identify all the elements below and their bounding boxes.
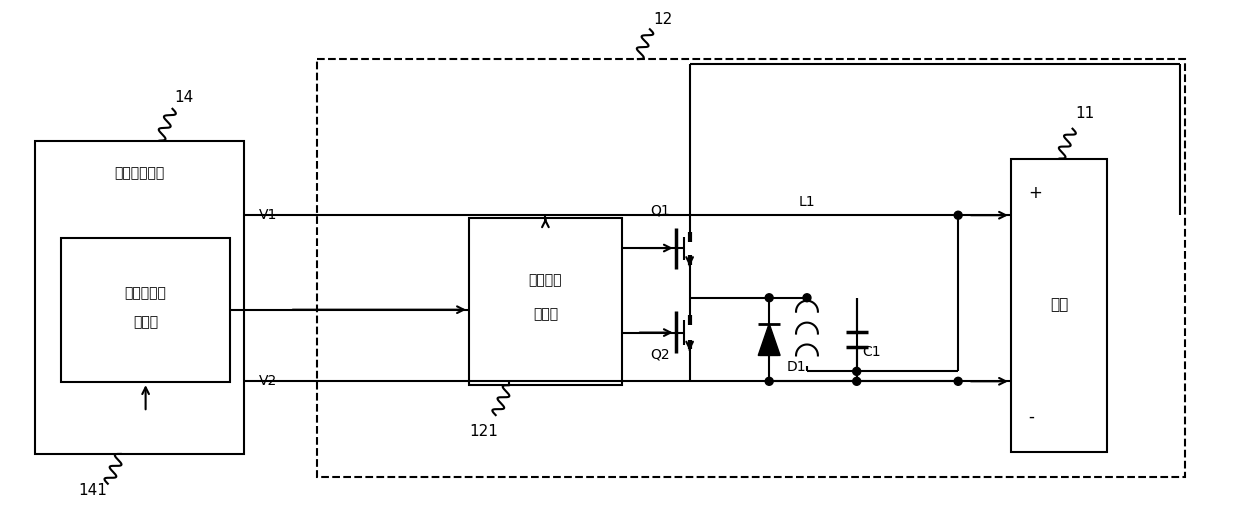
Text: D1: D1 [786, 360, 806, 374]
Circle shape [954, 211, 962, 219]
Text: 141: 141 [78, 483, 108, 498]
Bar [35, 141, 244, 454]
Text: V2: V2 [259, 374, 278, 388]
Text: Q2: Q2 [650, 347, 670, 362]
Circle shape [853, 367, 861, 375]
Circle shape [804, 294, 811, 302]
Text: 制芯片: 制芯片 [533, 308, 558, 322]
Circle shape [765, 294, 774, 302]
Circle shape [853, 377, 861, 385]
Text: 电芯: 电芯 [1050, 297, 1069, 312]
Text: V1: V1 [259, 208, 278, 222]
Circle shape [954, 377, 962, 385]
Text: C1: C1 [862, 345, 880, 360]
Text: 电池管理装置: 电池管理装置 [114, 167, 165, 180]
Text: 12: 12 [653, 12, 672, 27]
Text: 充电电流检: 充电电流检 [125, 286, 166, 300]
Bar [316, 59, 1185, 477]
Bar [61, 238, 231, 383]
Text: 121: 121 [469, 424, 498, 438]
Text: 开关管控: 开关管控 [528, 273, 562, 287]
Text: +: + [1028, 184, 1042, 202]
Text: Q1: Q1 [650, 203, 670, 217]
Bar [469, 218, 622, 385]
Text: 14: 14 [175, 90, 193, 105]
Text: -: - [1028, 408, 1034, 426]
Circle shape [765, 377, 774, 385]
Text: 11: 11 [1075, 106, 1094, 121]
Bar [1011, 158, 1107, 452]
Polygon shape [758, 324, 780, 356]
Text: L1: L1 [799, 195, 815, 209]
Text: 测模块: 测模块 [133, 315, 159, 330]
